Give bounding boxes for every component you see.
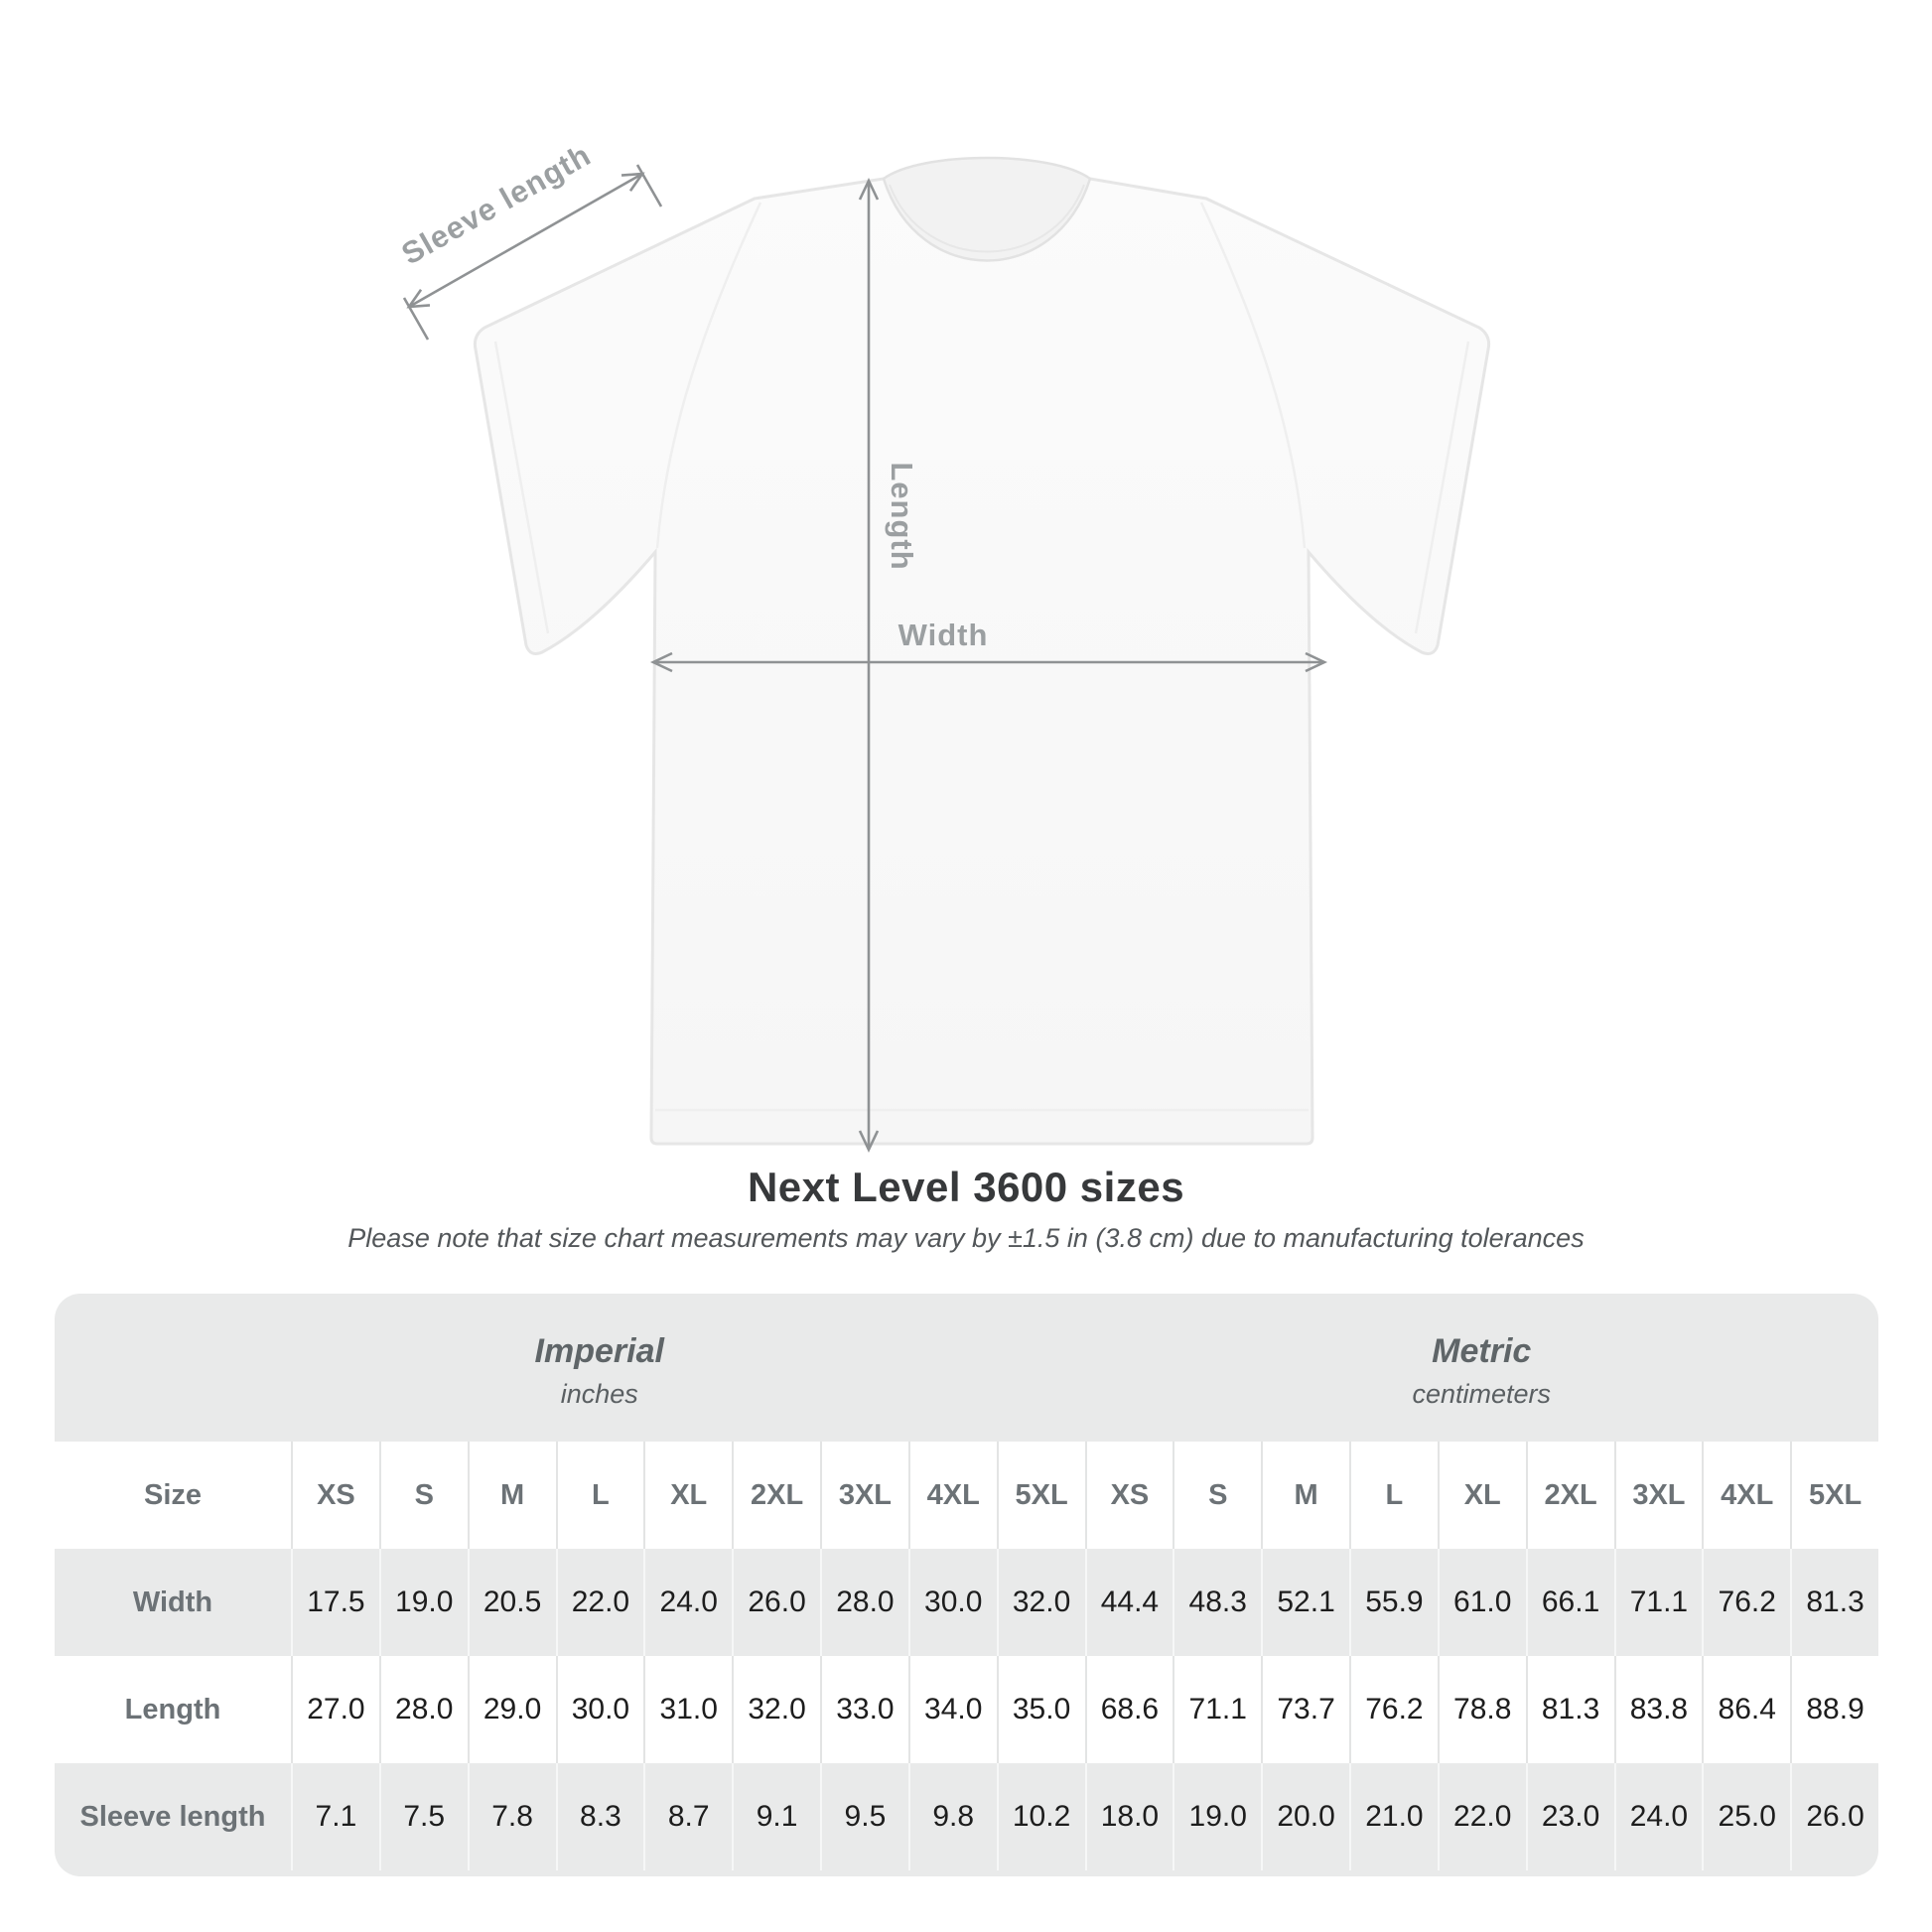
length-value-cell: 34.0 [907,1656,997,1763]
sleeve-length-value-cell: 24.0 [1613,1763,1703,1870]
width-value-cell: 52.1 [1261,1549,1349,1656]
width-value-cell: 44.4 [1084,1549,1173,1656]
imperial-label: Imperial [534,1331,664,1370]
collar [882,156,1092,262]
length-value-cell: 81.3 [1525,1656,1614,1763]
sleeve-length-value-cell: 10.2 [996,1763,1085,1870]
length-value-cell: 86.4 [1702,1656,1790,1763]
length-value-cell: 30.0 [555,1656,644,1763]
size-column-header: 3XL [1613,1442,1703,1549]
length-value-cell: 33.0 [820,1656,908,1763]
width-value-cell: 22.0 [555,1549,644,1656]
size-column-header: L [1349,1442,1438,1549]
width-value-cell: 30.0 [907,1549,997,1656]
row-label: Length [124,1693,221,1725]
sleeve-length-value-cell: 18.0 [1084,1763,1173,1870]
sleeve-length-value-cell: 20.0 [1261,1763,1349,1870]
table-row-sleeve-length: Sleeve length 7.1 7.5 7.8 8.3 8.7 9.1 9.… [55,1763,1878,1870]
table-row-width: Width 17.5 19.0 20.5 22.0 24.0 26.0 28.0… [55,1549,1878,1656]
width-value-cell: 24.0 [643,1549,732,1656]
length-value-cell: 28.0 [378,1656,468,1763]
size-column-header: M [1261,1442,1349,1549]
inches-label: inches [560,1378,638,1409]
size-column-header: 3XL [820,1442,908,1549]
width-label: Width [898,618,989,652]
size-column-header: 2XL [732,1442,820,1549]
row-label: Width [132,1586,213,1618]
size-column-header: 2XL [1525,1442,1614,1549]
sleeve-length-value-cell: 25.0 [1702,1763,1790,1870]
row-label: Sleeve length [79,1800,266,1833]
sleeve-length-value-cell: 22.0 [1437,1763,1526,1870]
width-value-cell: 17.5 [291,1549,379,1656]
size-column-header: XL [1437,1442,1526,1549]
length-label: Length [885,462,919,570]
width-value-cell: 76.2 [1702,1549,1790,1656]
sleeve-length-label: Sleeve length [396,137,597,271]
size-column-header: 5XL [1790,1442,1878,1549]
sleeve-length-value-cell: 7.1 [291,1763,379,1870]
imperial-unit-group: Imperial inches [84,1326,1115,1410]
size-column-header: XL [643,1442,732,1549]
size-column-header: 4XL [1702,1442,1790,1549]
width-value-cell: 19.0 [378,1549,468,1656]
sleeve-length-value-cell: 9.5 [820,1763,908,1870]
sleeve-length-value-cell: 8.3 [555,1763,644,1870]
width-value-cell: 81.3 [1790,1549,1878,1656]
length-value-cell: 29.0 [467,1656,556,1763]
size-column-header: XS [1084,1442,1173,1549]
sleeve-length-value-cell: 26.0 [1790,1763,1878,1870]
sleeve-length-arrow [402,164,663,341]
length-value-cell: 31.0 [643,1656,732,1763]
length-value-cell: 73.7 [1261,1656,1349,1763]
width-value-cell: 61.0 [1437,1549,1526,1656]
size-header-label: Size [143,1478,203,1511]
width-value-cell: 28.0 [820,1549,908,1656]
width-value-cell: 55.9 [1349,1549,1438,1656]
sleeve-length-value-cell: 19.0 [1173,1763,1261,1870]
size-column-header: 5XL [996,1442,1085,1549]
sleeve-length-value-cell: 9.1 [732,1763,820,1870]
length-value-cell: 35.0 [996,1656,1085,1763]
width-value-cell: 26.0 [732,1549,820,1656]
width-value-cell: 32.0 [996,1549,1085,1656]
width-value-cell: 20.5 [467,1549,556,1656]
size-column-header: XS [291,1442,379,1549]
length-value-cell: 76.2 [1349,1656,1438,1763]
page-title: Next Level 3600 sizes [747,1164,1185,1210]
length-value-cell: 88.9 [1790,1656,1878,1763]
sleeve-length-value-cell: 9.8 [907,1763,997,1870]
length-value-cell: 68.6 [1084,1656,1173,1763]
sleeve-length-value-cell: 7.8 [467,1763,556,1870]
width-value-cell: 66.1 [1525,1549,1614,1656]
size-chart-table: Imperial inches Metric centimeters Size … [55,1294,1878,1876]
sleeve-length-value-cell: 8.7 [643,1763,732,1870]
width-value-cell: 71.1 [1613,1549,1703,1656]
size-column-header: S [378,1442,468,1549]
size-column-header: L [555,1442,644,1549]
sleeve-length-value-cell: 7.5 [378,1763,468,1870]
length-value-cell: 78.8 [1437,1656,1526,1763]
units-header-row: Imperial inches Metric centimeters [55,1294,1878,1442]
length-value-cell: 71.1 [1173,1656,1261,1763]
length-value-cell: 83.8 [1613,1656,1703,1763]
table-header-row: Size XS S M L XL 2XL 3XL 4XL 5XL XS S M … [55,1442,1878,1549]
size-column-header: 4XL [907,1442,997,1549]
centimeters-label: centimeters [1412,1378,1552,1409]
size-column-header: S [1173,1442,1261,1549]
metric-label: Metric [1432,1331,1532,1370]
length-value-cell: 32.0 [732,1656,820,1763]
sleeve-length-value-cell: 21.0 [1349,1763,1438,1870]
length-value-cell: 27.0 [291,1656,379,1763]
metric-unit-group: Metric centimeters [1085,1326,1879,1410]
sleeve-length-value-cell: 23.0 [1525,1763,1614,1870]
tolerance-note: Please note that size chart measurements… [347,1223,1585,1253]
table-row-length: Length 27.0 28.0 29.0 30.0 31.0 32.0 33.… [55,1656,1878,1763]
size-column-header: M [467,1442,556,1549]
width-value-cell: 48.3 [1173,1549,1261,1656]
